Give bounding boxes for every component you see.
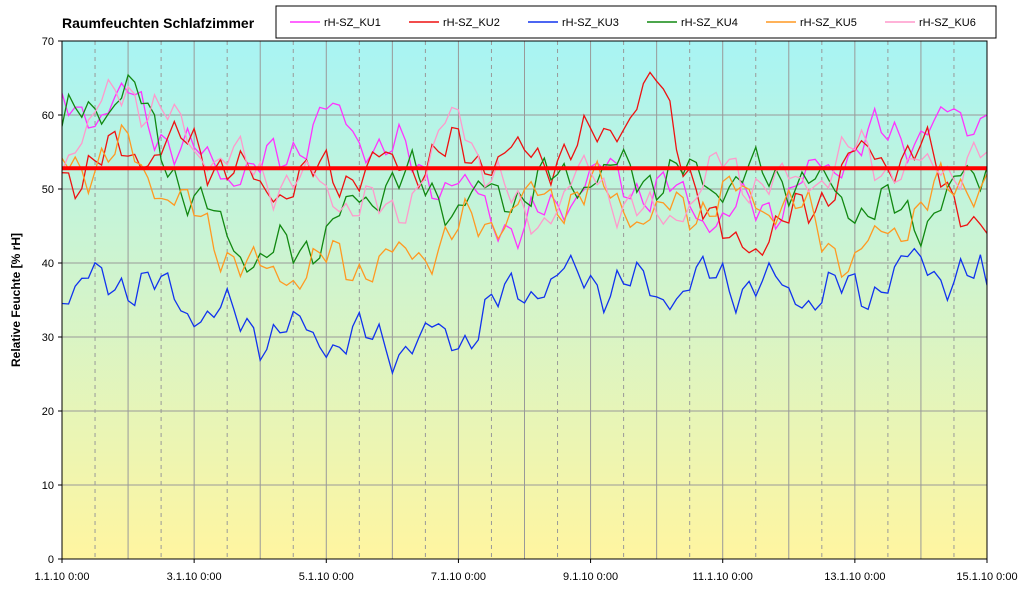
x-tick-label: 1.1.10 0:00 bbox=[34, 571, 89, 583]
plot-border bbox=[61, 40, 988, 560]
series-line bbox=[62, 247, 987, 376]
legend-label: rH-SZ_KU4 bbox=[681, 17, 738, 29]
x-tick-label: 9.1.10 0:00 bbox=[563, 571, 618, 583]
legend-label: rH-SZ_KU5 bbox=[800, 17, 857, 29]
x-tick-label: 3.1.10 0:00 bbox=[167, 571, 222, 583]
x-tick-label: 13.1.10 0:00 bbox=[824, 571, 885, 583]
series-line bbox=[62, 73, 987, 273]
y-tick-label: 50 bbox=[42, 184, 54, 196]
legend-label: rH-SZ_KU2 bbox=[443, 17, 500, 29]
x-ticks: 1.1.10 0:00 3.1.10 0:00 5.1.10 0:00 7.1.10 … bbox=[34, 559, 1018, 583]
y-tick-label: 30 bbox=[42, 332, 54, 344]
y-ticks: 0 10 20 30 40 50 60 70 bbox=[42, 36, 62, 566]
legend-box bbox=[275, 5, 997, 39]
y-tick-label: 40 bbox=[42, 258, 54, 270]
series-line bbox=[62, 78, 987, 236]
y-axis-label: Relative Feuchte [% rH] bbox=[9, 233, 23, 367]
series-line bbox=[62, 123, 987, 291]
grid bbox=[62, 41, 987, 559]
y-tick-label: 20 bbox=[42, 406, 54, 418]
x-tick-label: 15.1.10 0:00 bbox=[956, 571, 1017, 583]
x-tick-label: 11.1.10 0:00 bbox=[693, 571, 753, 583]
legend-label: rH-SZ_KU1 bbox=[324, 17, 381, 29]
x-tick-label: 7.1.10 0:00 bbox=[431, 571, 486, 583]
legend-label: rH-SZ_KU6 bbox=[919, 17, 976, 29]
y-tick-label: 0 bbox=[48, 554, 54, 566]
x-tick-label: 5.1.10 0:00 bbox=[299, 571, 354, 583]
chart-title: Raumfeuchten Schlafzimmer bbox=[62, 15, 255, 31]
y-tick-label: 10 bbox=[42, 480, 54, 492]
legend: rH-SZ_KU1 rH-SZ_KU2 rH-SZ_KU3 rH-SZ_KU4 rH-S… bbox=[275, 5, 997, 39]
legend-label: rH-SZ_KU3 bbox=[562, 17, 619, 29]
y-tick-label: 70 bbox=[42, 36, 54, 48]
y-tick-label: 60 bbox=[42, 110, 54, 122]
